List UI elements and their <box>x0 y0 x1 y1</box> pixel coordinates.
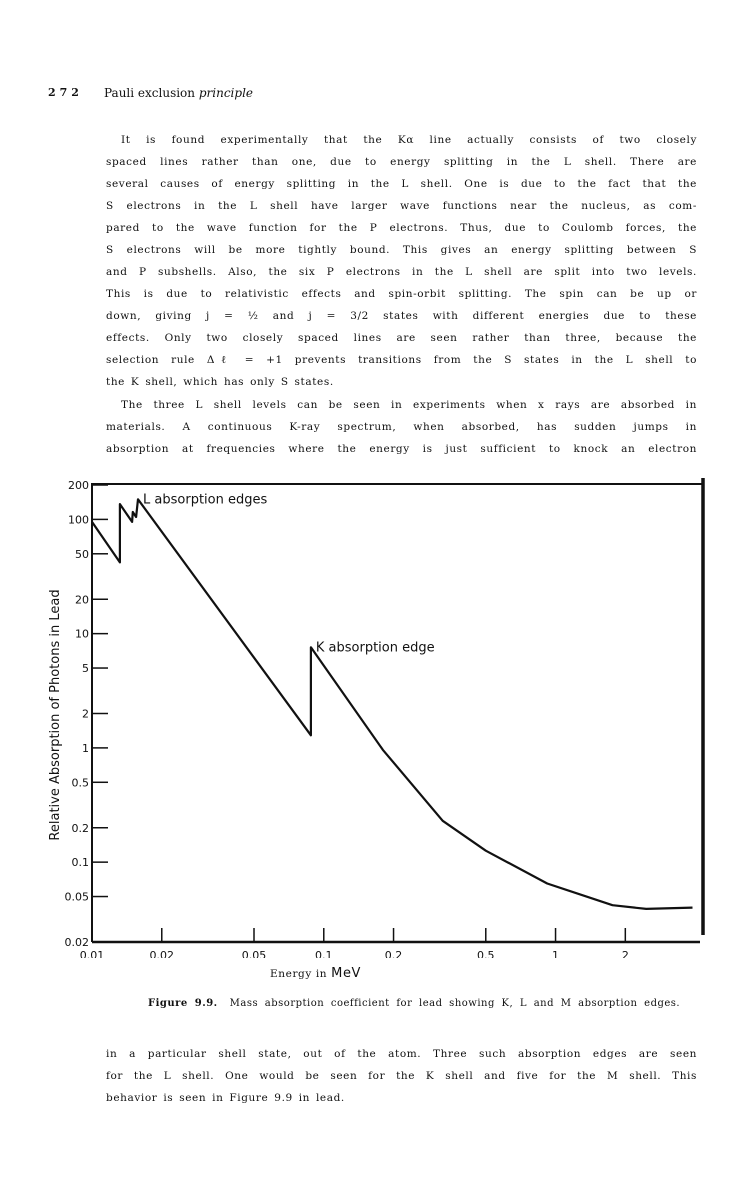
y-tick-label: 10 <box>75 628 89 641</box>
paragraph-3: in a particular shell state, out of the … <box>106 1043 697 1109</box>
x-tick-label: 0.01 <box>80 949 105 962</box>
x-tick-label: 0.05 <box>242 949 267 962</box>
x-tick-label: 1 <box>552 949 559 962</box>
y-tick-label: 100 <box>68 513 89 526</box>
text-line: spaced lines rather than one, due to ene… <box>106 156 697 168</box>
annotation-label: K absorption edge <box>316 640 435 655</box>
y-tick-label: 0.1 <box>72 856 90 869</box>
x-tick-label: 0.2 <box>385 949 403 962</box>
text-line: the K shell, which has only S states. <box>106 376 334 388</box>
text-line: S electrons in the L shell have larger w… <box>106 200 697 212</box>
paragraph-2: The three L shell levels can be seen in … <box>106 394 697 460</box>
paragraph-1: It is found experimentally that the Kα l… <box>106 129 697 393</box>
series-group <box>91 498 693 911</box>
running-title: Pauli exclusion principle <box>104 86 253 100</box>
y-tick-label: 20 <box>75 593 89 606</box>
y-axis-label: Relative Absorption of Photons in Lead <box>48 589 63 840</box>
y-tick-label: 5 <box>82 662 89 675</box>
running-title-italic: principle <box>198 86 254 100</box>
y-tick-label: 1 <box>82 742 89 755</box>
x-axis-unit: MeV <box>331 966 362 981</box>
x-axis-tick-marks <box>161 928 627 942</box>
text-line: several causes of energy splitting in th… <box>106 178 697 190</box>
text-line: S electrons will be more tightly bound. … <box>106 244 697 256</box>
figure-caption: Figure 9.9. Mass absorption coefficient f… <box>148 998 680 1009</box>
figure-caption-text: Mass absorption coefficient for lead sho… <box>229 998 681 1009</box>
y-tick-label: 50 <box>75 548 89 561</box>
annotation-label: L absorption edges <box>143 492 267 507</box>
y-tick-label: 0.05 <box>65 891 90 904</box>
x-axis-ticks: 0.01 0.02 0.05 0.1 0.2 0.5 1 2 <box>80 949 629 962</box>
text-line: selection rule Δℓ = +1 prevents transiti… <box>106 354 697 366</box>
x-tick-label: 2 <box>622 949 629 962</box>
text-line: in a particular shell state, out of the … <box>106 1048 697 1060</box>
text-line: for the L shell. One would be seen for t… <box>106 1070 697 1082</box>
text-line: This is due to relativistic effects and … <box>106 288 697 300</box>
text-line: behavior is seen in Figure 9.9 in lead. <box>106 1092 345 1104</box>
running-title-text: Pauli exclusion <box>104 86 196 100</box>
text-line: effects. Only two closely spaced lines a… <box>106 332 697 344</box>
figure-label: Figure 9.9. <box>148 998 218 1009</box>
text-line: and P subshells. Also, the six P electro… <box>106 266 697 278</box>
text-line: materials. A continuous K-ray spectrum, … <box>106 421 697 433</box>
y-tick-label: 0.5 <box>72 776 90 789</box>
x-axis-label-text: Energy in <box>270 968 328 980</box>
y-tick-label: 0.02 <box>65 936 90 949</box>
x-tick-label: 0.5 <box>477 949 495 962</box>
y-tick-label: 200 <box>68 479 89 492</box>
absorption-curve <box>91 498 693 911</box>
annotations: L absorption edges K absorption edge <box>143 492 435 655</box>
y-axis-ticks: 200 100 50 20 10 5 2 1 0.5 0.2 0.1 0.05 0.02 <box>65 479 108 949</box>
text-line: pared to the wave function for the P ele… <box>106 222 697 234</box>
x-tick-label: 0.02 <box>150 949 175 962</box>
text-line: down, giving j = ½ and j = 3/2 states wi… <box>106 310 697 322</box>
x-tick-label: 0.1 <box>315 949 333 962</box>
text-line: The three L shell levels can be seen in … <box>121 399 697 411</box>
x-axis-label: Energy in MeV <box>270 966 361 981</box>
text-line: absorption at frequencies where the ener… <box>106 443 697 455</box>
text-line: It is found experimentally that the Kα l… <box>121 134 697 146</box>
page-number: 272 <box>48 86 83 99</box>
chart-axes <box>91 478 705 944</box>
y-tick-label: 2 <box>82 708 89 721</box>
y-tick-label: 0.2 <box>72 822 90 835</box>
